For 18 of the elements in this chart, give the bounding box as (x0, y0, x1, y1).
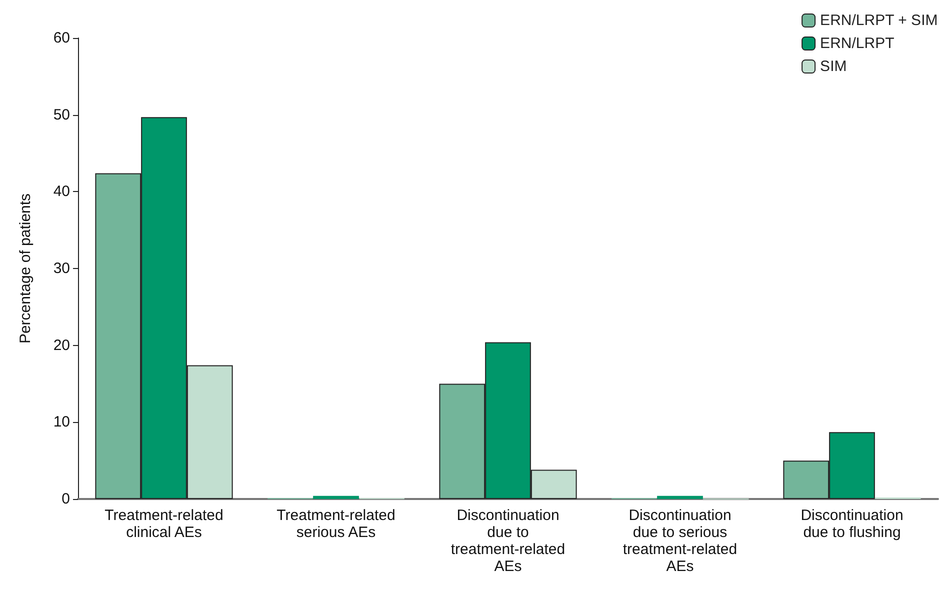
y-axis-title: Percentage of patients (17, 193, 34, 344)
y-tick-label: 50 (53, 106, 70, 124)
y-tick-label: 20 (53, 336, 70, 354)
legend-label: ERN/LRPT (820, 35, 894, 52)
y-tick-label: 60 (53, 30, 70, 46)
y-tick-label: 10 (53, 414, 70, 431)
legend-label: SIM (820, 58, 847, 75)
legend-label: ERN/LRPT + SIM (820, 12, 938, 29)
bar (313, 496, 359, 499)
x-tick-label: Discontinuation due to flushing (800, 507, 904, 541)
x-tick-label: Treatment-related serious AEs (276, 507, 396, 541)
x-tick-label: Discontinuation due to treatment-related AEs (450, 507, 566, 575)
x-tick-label: Treatment-related clinical AEs (104, 507, 224, 541)
y-tick-label: 30 (53, 260, 70, 277)
bar (657, 496, 703, 499)
y-tick-label: 0 (62, 490, 70, 508)
y-tick-label: 40 (53, 183, 70, 200)
x-tick-label: Discontinuation due to serious treatment-related AEs (622, 507, 738, 575)
